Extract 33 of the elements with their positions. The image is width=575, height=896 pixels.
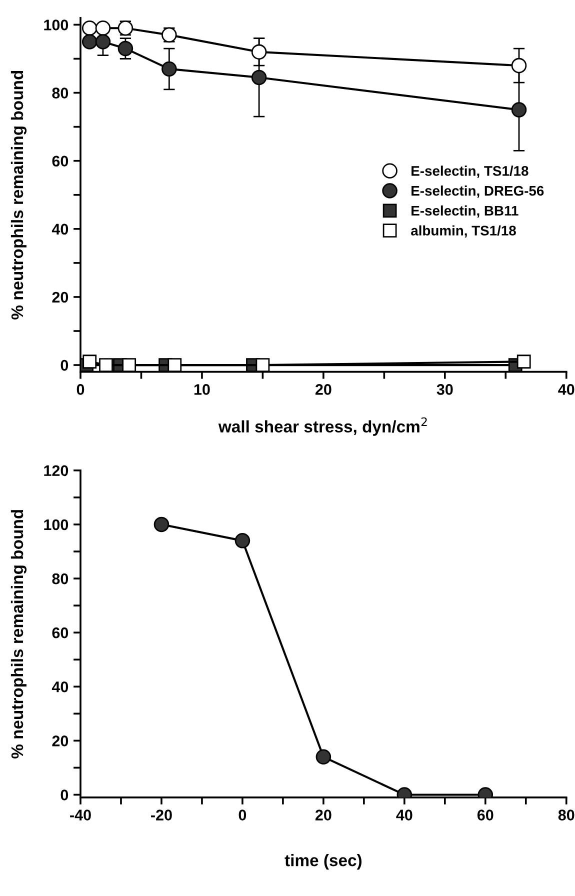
y-tick-label: 60 bbox=[52, 627, 68, 638]
x-tick-label: 80 bbox=[558, 810, 574, 820]
y-tick-label: 100 bbox=[44, 20, 68, 30]
legend-label: E-selectin, DREG-56 bbox=[412, 186, 544, 198]
y-tick-label: 0 bbox=[60, 360, 68, 371]
y-tick-label: 40 bbox=[52, 224, 68, 235]
y-axis-title: % neutrophils remaining bound bbox=[10, 70, 27, 320]
y-tick-label: 0 bbox=[60, 790, 68, 800]
y-tick-label: 40 bbox=[52, 681, 68, 692]
x-tick-label: 40 bbox=[558, 384, 574, 395]
y-tick-label: 80 bbox=[52, 573, 68, 584]
x-tick-label: 10 bbox=[194, 384, 210, 395]
y-tick-label: 60 bbox=[52, 156, 68, 167]
legend-label: E-selectin, BB11 bbox=[412, 205, 518, 218]
y-tick-label: 20 bbox=[52, 736, 68, 746]
y-tick-label: 100 bbox=[44, 519, 68, 530]
legend-label: albumin, TS1/18 bbox=[411, 225, 516, 238]
x-tick-label: 0 bbox=[238, 810, 246, 820]
legend-label: E-selectin, TS1/18 bbox=[412, 166, 528, 178]
x-tick-label: -40 bbox=[70, 810, 91, 820]
x-axis-title: wall shear stress, dyn/cm$^{2}$ bbox=[218, 417, 427, 436]
y-tick-label: 20 bbox=[52, 292, 68, 303]
y-axis-title: % neutrophils remaining bound bbox=[10, 510, 27, 758]
x-tick-label: 20 bbox=[315, 384, 332, 395]
x-tick-label: 30 bbox=[436, 384, 453, 395]
x-tick-label: 0 bbox=[76, 384, 84, 395]
x-tick-label: -20 bbox=[151, 810, 172, 820]
x-axis-title: time (sec) bbox=[284, 854, 362, 870]
x-tick-label: 40 bbox=[396, 810, 412, 820]
y-tick-label: 120 bbox=[44, 465, 68, 476]
x-tick-label: 60 bbox=[477, 810, 494, 820]
y-tick-label: 80 bbox=[52, 88, 68, 98]
x-tick-label: 20 bbox=[315, 810, 332, 820]
